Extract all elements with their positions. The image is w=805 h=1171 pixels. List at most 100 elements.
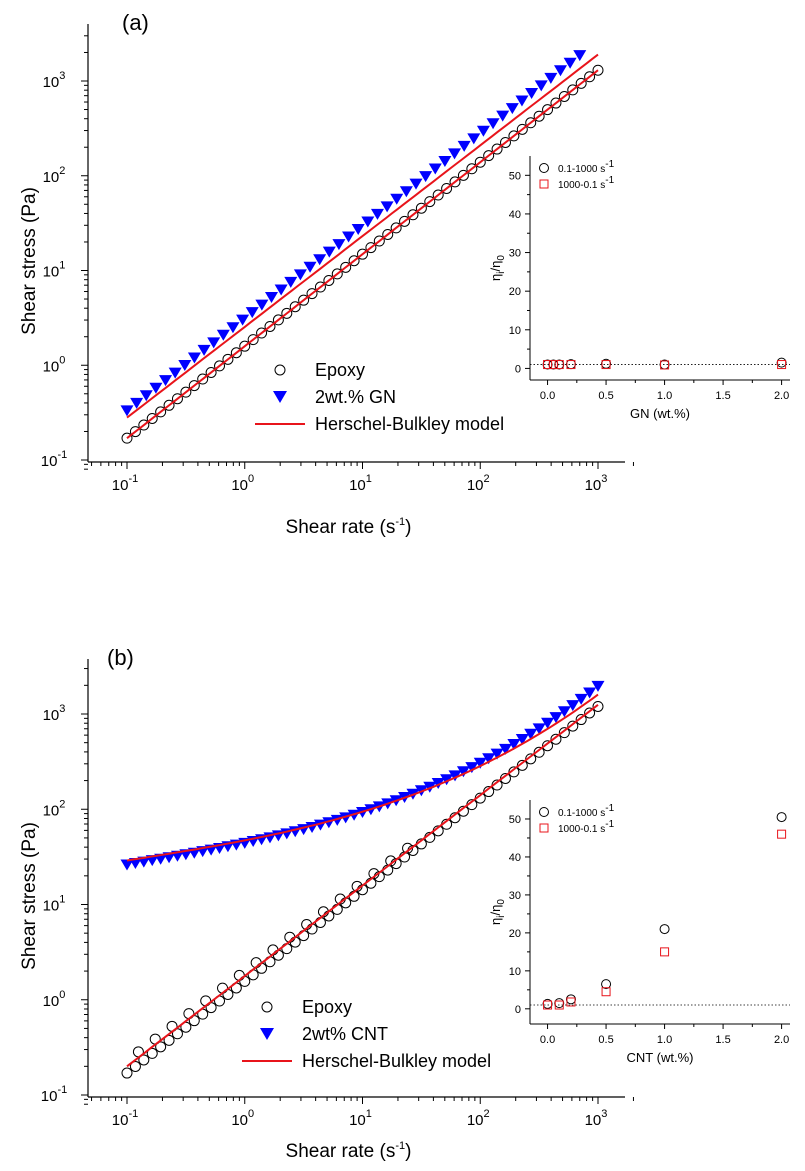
inset-y-tick-label-part: 40 (509, 209, 521, 221)
epoxy-point (357, 248, 368, 260)
panel-label: (a) (122, 10, 149, 35)
filler-point (236, 314, 250, 326)
y-tick-label-part: 10 (43, 264, 60, 281)
inset-point-forward (565, 994, 576, 1005)
x-axis-title: Shear rate (s-1) (286, 1140, 412, 1162)
filler-point (197, 344, 211, 356)
legend-marker (261, 1001, 273, 1013)
filler-point (534, 80, 548, 92)
filler-point (284, 276, 298, 288)
filler-point (226, 322, 240, 334)
filler-point (448, 148, 462, 160)
epoxy-point (298, 294, 310, 306)
filler-point (505, 103, 519, 115)
inset-x-axis-title: GN (wt.%) (630, 406, 690, 421)
epoxy-point (542, 104, 554, 116)
inset-y-tick-label-part: 20 (509, 928, 521, 940)
inset-y-axis-title-part: η (488, 274, 503, 281)
legend-marker (273, 391, 287, 403)
x-tick-label-part: 10 (585, 1112, 602, 1129)
inset-y-tick-label: 40 (509, 209, 521, 221)
inset-x-tick-label-part: 2.0 (774, 390, 789, 402)
fit-line (126, 69, 599, 439)
y-tick-label-part: 10 (43, 74, 60, 91)
inset-legend-label-part: -1 (605, 175, 614, 186)
epoxy-point (197, 373, 209, 385)
y-tick-label-part: 10 (43, 358, 60, 375)
epoxy-point (449, 176, 461, 188)
inset-x-tick-label-part: 2.0 (774, 1034, 789, 1046)
legend-label-part: 2wt.% GN (315, 387, 396, 407)
epoxy-point (466, 163, 478, 175)
fit-line (126, 693, 599, 862)
filler-point (380, 201, 394, 213)
filler-point (399, 186, 413, 198)
filler-point (128, 858, 142, 870)
filler-point (557, 706, 571, 718)
inset-point-forward (601, 979, 612, 990)
filler-point (274, 284, 288, 296)
x-tick-label-part: 10 (112, 1112, 129, 1129)
inset-point-forward (659, 924, 670, 935)
epoxy-point (323, 274, 335, 286)
filler-point (293, 269, 307, 281)
filler-point (370, 208, 384, 220)
epoxy-point (138, 419, 150, 431)
inset-x-tick-label-part: 0.5 (598, 390, 613, 402)
filler-point (139, 390, 153, 402)
inset-point-forward (776, 357, 787, 368)
epoxy-point (491, 143, 503, 155)
filler-point (130, 397, 144, 409)
filler-point (448, 770, 462, 782)
epoxy-point (525, 753, 537, 765)
inset-y-axis-title: ηi/η0 (488, 899, 507, 925)
epoxy-point (222, 353, 234, 365)
inset-y-axis-title-part: i (496, 915, 507, 917)
inset-point-reverse (554, 360, 564, 370)
epoxy-point (567, 720, 579, 732)
inset-y-axis-title-part: η (488, 918, 503, 925)
legend-label-part: Epoxy (302, 997, 352, 1017)
x-axis-title-part: -1 (395, 1140, 405, 1152)
filler-point (574, 693, 588, 705)
x-axis-title-part: ) (405, 1141, 411, 1162)
inset-legend-label-part: 1000-0.1 s (558, 824, 605, 835)
data-marks (120, 50, 604, 444)
inset-y-tick-label-part: 10 (509, 966, 521, 978)
inset-point-reverse (601, 360, 611, 370)
epoxy-point (508, 766, 520, 778)
epoxy-point (155, 406, 167, 418)
epoxy-point (382, 228, 394, 240)
y-tick-label-part: 0 (59, 354, 65, 366)
epoxy-point (533, 110, 545, 122)
legend-marker (260, 1028, 274, 1040)
inset-x-tick-label: 0.5 (598, 1034, 613, 1046)
y-tick-label-part: 10 (43, 707, 60, 724)
inset-legend-label: 1000-0.1 s-1 (558, 175, 615, 191)
inset-legend-label-part: 0.1-1000 s (558, 164, 605, 175)
inset-point-forward (554, 998, 565, 1009)
inset-x-tick-label: 0.0 (540, 390, 555, 402)
inset-y-tick-label-part: 10 (509, 325, 521, 337)
filler-point (465, 762, 479, 774)
epoxy-point (516, 759, 528, 771)
filler-point (255, 299, 269, 311)
filler-point (137, 856, 151, 868)
filler-point (264, 292, 278, 304)
y-tick-label: 10-1 (41, 1084, 67, 1105)
inset-legend-label: 0.1-1000 s-1 (558, 159, 615, 175)
epoxy-point (163, 399, 175, 411)
x-tick-label: 103 (585, 473, 608, 494)
filler-point (563, 57, 577, 69)
x-tick-label-part: 2 (484, 473, 490, 485)
inset-y-axis-title-part: i (496, 271, 507, 273)
epoxy-point (348, 255, 360, 267)
filler-point (409, 178, 423, 190)
epoxy-point (340, 261, 352, 273)
inset-y-axis-title-part: 0 (496, 255, 507, 261)
epoxy-point (550, 97, 562, 109)
epoxy-point (407, 209, 419, 221)
inset-y-tick-label: 0 (515, 363, 521, 375)
